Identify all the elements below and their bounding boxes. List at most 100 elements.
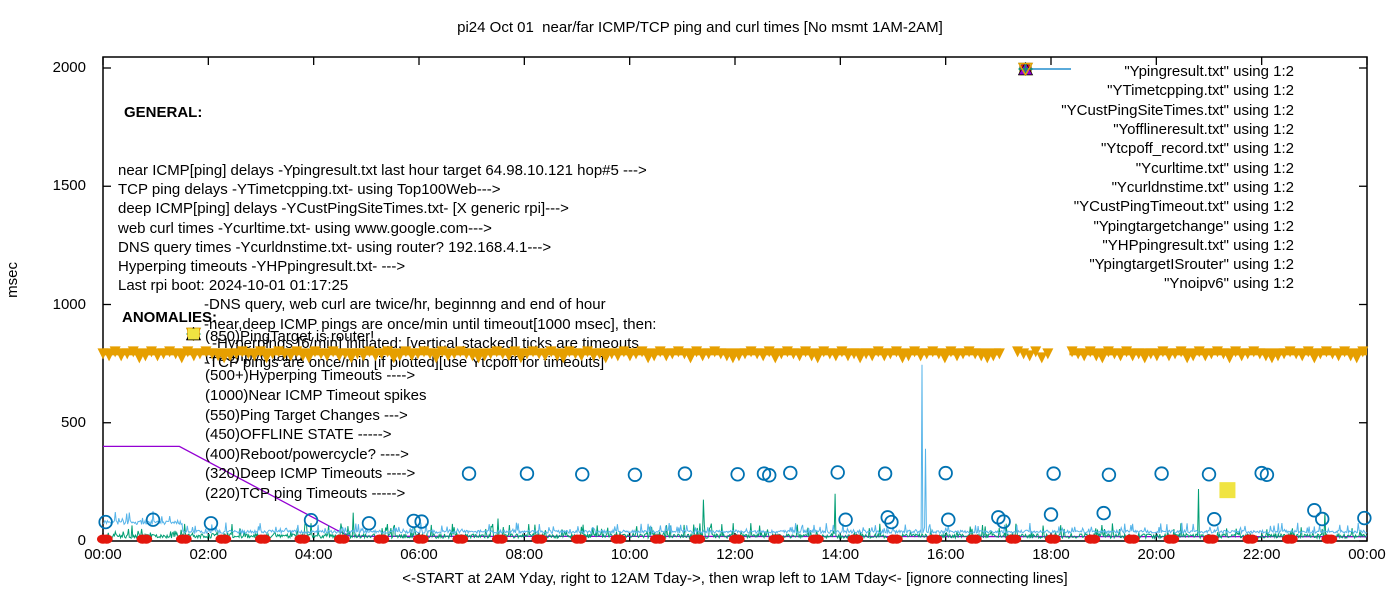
legend-row: "Ynoipv6" using 1:2	[1018, 62, 1368, 293]
anomaly-text: (500+)Hyperping Timeouts ---->	[205, 367, 416, 385]
point-Ycurldnstime.txt	[1009, 534, 1022, 544]
x-tick-label: 02:00	[189, 546, 228, 563]
plus-icon	[1018, 62, 1033, 76]
anomaly-text: (220)TCP ping Timeouts ----->	[205, 485, 406, 503]
tridown-open-icon	[1018, 62, 1034, 76]
anomalies-header: ANOMALIES:	[122, 309, 217, 326]
general-line: Hyperping timeouts -YHPpingresult.txt- -…	[118, 258, 406, 276]
point-Ycurldnstime.txt	[851, 534, 864, 544]
x-tick-label: 04:00	[294, 546, 333, 563]
legend-label: "YCustPingSiteTimes.txt" using 1:2	[1061, 101, 1294, 119]
x-tick-label: 16:00	[926, 546, 965, 563]
general-line: Last rpi boot: 2024-10-01 01:17:25	[118, 277, 349, 295]
point-Ycurltime.txt	[406, 513, 421, 529]
general-line: near ICMP[ping] delays -Ypingresult.txt …	[118, 162, 647, 180]
point-Ycurltime.txt	[414, 514, 429, 529]
legend-row: "YCustPingTimeout.txt" using 1:2	[1018, 62, 1368, 216]
legend-row: "Ypingtargetchange" using 1:2	[1018, 63, 1368, 235]
point-Ycurldnstime.txt	[416, 534, 429, 544]
general-line: TCP ping delays -YTimetcpping.txt- using…	[118, 181, 501, 199]
anomaly-row: (320)Deep ICMP Timeouts ---->	[186, 327, 426, 484]
point-Ycurldnstime.txt	[258, 534, 271, 544]
legend-row: "Yofflineresult.txt" using 1:2	[1018, 62, 1368, 139]
point-Ycurltime.txt	[627, 467, 643, 482]
anomaly-row: (1000)Near ICMP Timeout spikes	[186, 386, 426, 406]
x-tick-label: 20:00	[1137, 546, 1176, 563]
legend-label: "YCustPingTimeout.txt" using 1:2	[1073, 198, 1294, 216]
point-Ycurltime.txt	[1357, 510, 1372, 526]
point-Ycurldnstime.txt	[890, 534, 903, 544]
point-Ycurltime.txt	[1096, 505, 1111, 521]
anomaly-text: (850)PingTarget is router!	[205, 328, 375, 346]
legend-row: "YpingtargetISrouter" using 1:2	[1018, 62, 1368, 274]
point-Ycurldnstime.txt	[614, 534, 627, 544]
anomalies-panel: (850)PingTarget is router! (785)Ipv6 fail…	[186, 327, 426, 503]
point-Ycurltime.txt	[996, 514, 1011, 529]
point-Ycurldnstime.txt	[811, 534, 824, 544]
legend: "Ypingresult.txt" using 1:2 "YTimetcpping…	[1018, 62, 1368, 294]
point-Ycurltime.txt	[941, 512, 956, 527]
anomaly-row: (785)Ipv6 fail'd	[186, 327, 426, 367]
point-Ycurltime.txt	[1259, 467, 1275, 482]
general-line: deep ICMP[ping] delays -YCustPingSiteTim…	[118, 200, 569, 218]
square-fill-icon	[188, 328, 199, 340]
point-Ycurldnstime.txt	[772, 534, 785, 544]
anomaly-text: (400)Reboot/powercycle? ---->	[205, 445, 409, 463]
general-line: -DNS query, web curl are twice/hr, begin…	[204, 296, 606, 314]
x-tick-label: 22:00	[1242, 546, 1281, 563]
anomaly-text: (785)Ipv6 fail'd	[205, 347, 303, 365]
legend-row: "Ytcpoff_record.txt" using 1:2	[1018, 63, 1368, 158]
point-Ycurldnstime.txt	[495, 534, 508, 544]
point-Ycurltime.txt	[838, 512, 853, 527]
y-tick-label: 1500	[52, 177, 86, 195]
point-Ycurldnstime.txt	[219, 534, 232, 544]
point-Ycurldnstime.txt	[337, 534, 350, 544]
point-Ycurltime.txt	[1154, 466, 1169, 481]
point-Ycurltime.txt	[361, 516, 377, 531]
point-Ycurltime.txt	[1207, 512, 1222, 527]
legend-label: "Ycurldnstime.txt" using 1:2	[1111, 178, 1294, 196]
point-Ycurldnstime.txt	[930, 534, 943, 544]
point-Ycurltime.txt	[877, 466, 893, 481]
point-Ycurldnstime.txt	[377, 534, 390, 544]
legend-label: "YpingtargetISrouter" using 1:2	[1089, 256, 1294, 274]
x-tick-label: 00:00	[84, 546, 122, 563]
point-Ycurldnstime.txt	[1127, 534, 1140, 544]
series-YCustPingSiteTimes.txt	[102, 364, 1368, 536]
point-Ycurldnstime.txt	[1048, 534, 1061, 544]
general-line: -near,deep ICMP pings are once/min until…	[204, 315, 657, 333]
legend-label: "YTimetcpping.txt" using 1:2	[1107, 82, 1294, 100]
point-Ycurltime.txt	[519, 466, 535, 481]
legend-row: "YCustPingSiteTimes.txt" using 1:2	[1018, 68, 1368, 120]
x-axis-note: <-START at 2AM Yday, right to 12AM Tday-…	[402, 570, 1068, 587]
point-Ycurldnstime.txt	[574, 534, 587, 544]
y-tick-label: 1000	[52, 295, 86, 313]
y-axis-label: msec	[4, 262, 21, 298]
point-Ycurltime.txt	[1201, 467, 1217, 482]
legend-row: "Ycurltime.txt" using 1:2	[1018, 62, 1368, 177]
legend-row: "YTimetcpping.txt" using 1:2	[1018, 68, 1368, 100]
anomaly-text: (320)Deep ICMP Timeouts ---->	[205, 465, 416, 483]
anomaly-text: (550)Ping Target Changes --->	[205, 406, 408, 424]
anomaly-row: (550)Ping Target Changes --->	[186, 328, 426, 425]
point-Ycurldnstime.txt	[653, 534, 666, 544]
point-Ycurldnstime.txt	[1246, 534, 1259, 544]
point-Ycurltime.txt	[1101, 467, 1117, 482]
y-tick-label: 0	[77, 532, 86, 549]
point-Ycurldnstime.txt	[140, 534, 153, 544]
x-tick-label: 12:00	[716, 546, 754, 563]
point-Ycurldnstime.txt	[535, 534, 548, 544]
chart-title: pi24 Oct 01 near/far ICMP/TCP ping and c…	[457, 19, 943, 36]
point-Ycurldnstime.txt	[732, 534, 745, 544]
x-tick-label: 06:00	[400, 546, 438, 563]
x-tick-label: 18:00	[1032, 546, 1070, 563]
x-tick-label: 14:00	[821, 546, 860, 563]
point-Ytcpoff_record.txt	[1219, 482, 1236, 499]
point-Ycurltime.txt	[830, 465, 845, 480]
anomaly-text: (1000)Near ICMP Timeout spikes	[205, 387, 427, 405]
point-Ycurltime.txt	[98, 514, 113, 530]
point-Ycurltime.txt	[1046, 466, 1061, 481]
point-Ycurltime.txt	[1043, 507, 1059, 522]
